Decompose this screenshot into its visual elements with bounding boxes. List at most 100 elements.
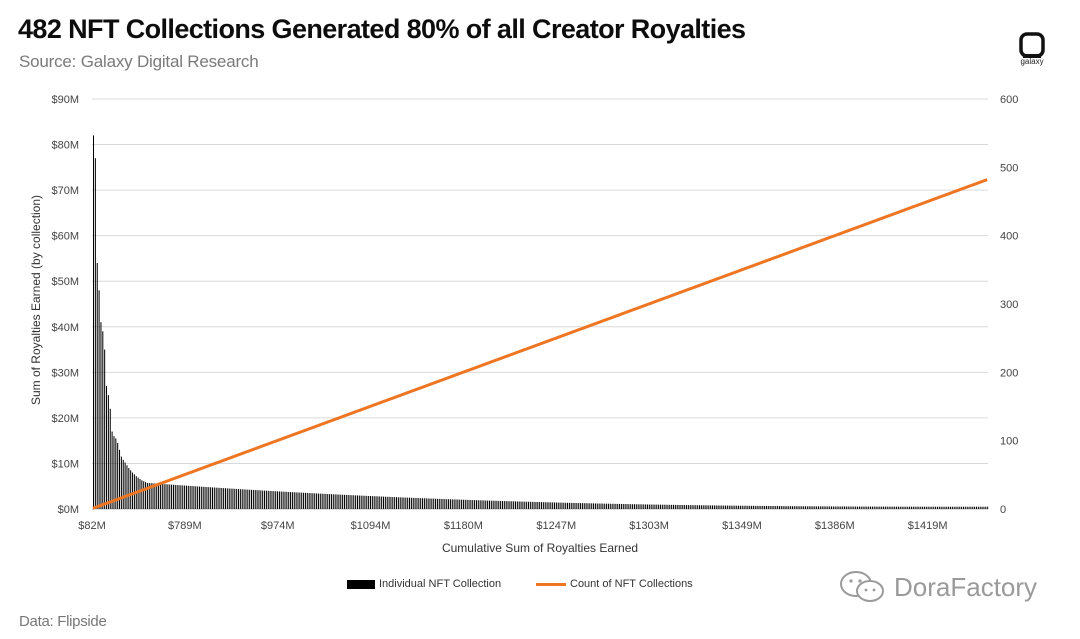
bar [148, 483, 150, 509]
bar [959, 506, 961, 509]
bar [172, 484, 174, 509]
bar [901, 506, 903, 509]
x-tick-label: $1386M [815, 520, 855, 532]
bar [944, 506, 946, 509]
bar [356, 495, 358, 509]
bar [567, 502, 569, 509]
bar [206, 487, 208, 509]
bar [397, 497, 399, 509]
bar [347, 495, 349, 509]
bar [933, 506, 935, 509]
bar [922, 506, 924, 509]
bar [381, 496, 383, 509]
chart-title: 482 NFT Collections Generated 80% of all… [18, 14, 746, 44]
bar [472, 500, 474, 509]
bar [446, 499, 448, 509]
bar [290, 492, 292, 509]
bar [702, 505, 704, 509]
bar [821, 506, 823, 509]
bar [572, 502, 574, 509]
bar [609, 503, 611, 509]
bar [163, 484, 165, 509]
bar [115, 438, 117, 509]
bar [830, 506, 833, 509]
bar [788, 506, 790, 509]
bar [964, 506, 966, 509]
bar [442, 499, 444, 509]
bar [974, 506, 976, 509]
bar [659, 504, 661, 509]
y-right-tick-label: 100 [1000, 436, 1018, 448]
bar [211, 487, 213, 509]
bar [321, 493, 323, 509]
bar [518, 501, 520, 509]
y-axis-title-left: Sum of Royalties Earned (by collection) [29, 195, 43, 405]
legend-label-bars: Individual NFT Collection [379, 578, 502, 590]
y-right-tick-label: 500 [1000, 162, 1018, 174]
bar [109, 408, 111, 509]
bar [541, 502, 543, 509]
bar [899, 506, 901, 509]
bar [935, 506, 937, 509]
bar [591, 503, 593, 509]
bar [390, 496, 392, 509]
bar [884, 506, 886, 509]
bar [585, 503, 587, 509]
bar [182, 485, 184, 509]
bar [829, 506, 831, 509]
bar [280, 491, 282, 509]
bar [213, 487, 215, 509]
bar [842, 506, 844, 509]
legend-label-line: Count of NFT Collections [570, 578, 693, 590]
y-right-tick-label: 300 [1000, 299, 1018, 311]
bar [790, 506, 792, 509]
bar [791, 506, 793, 509]
bar [581, 503, 583, 509]
y-left-tick-label: $30M [51, 367, 79, 379]
bar [195, 486, 197, 509]
bar [736, 505, 738, 509]
bar [697, 505, 699, 509]
bar [570, 502, 572, 509]
bar [825, 506, 827, 509]
gridlines [92, 98, 988, 510]
bar [329, 494, 331, 509]
bar [542, 502, 544, 509]
bar [734, 505, 736, 509]
bar [689, 505, 691, 509]
bar [764, 505, 766, 509]
bar [719, 505, 721, 509]
bar [239, 489, 241, 509]
bar [645, 504, 647, 509]
bar [202, 486, 204, 509]
bar [293, 492, 295, 509]
chat-bubbles-icon [840, 571, 884, 602]
bar [251, 489, 253, 509]
bar [316, 493, 318, 509]
bar [578, 503, 580, 509]
bar [892, 506, 894, 509]
bar [527, 501, 530, 509]
bar [663, 504, 665, 509]
bar [505, 501, 507, 509]
bar [265, 490, 267, 509]
bar [360, 495, 362, 509]
bar [198, 486, 200, 509]
bar [667, 504, 669, 509]
bar [587, 503, 589, 509]
bar [879, 506, 881, 509]
bar [632, 504, 634, 509]
chart-subtitle: Source: Galaxy Digital Research [19, 52, 259, 71]
bar [838, 506, 840, 509]
bar [883, 506, 885, 509]
bar [619, 503, 621, 509]
bar [104, 349, 106, 509]
bar [200, 486, 202, 509]
bar [721, 505, 723, 509]
bar [827, 506, 829, 509]
bar [877, 506, 879, 509]
bar [957, 506, 959, 509]
bar [228, 488, 230, 509]
bar [258, 490, 260, 509]
bar [693, 505, 695, 509]
